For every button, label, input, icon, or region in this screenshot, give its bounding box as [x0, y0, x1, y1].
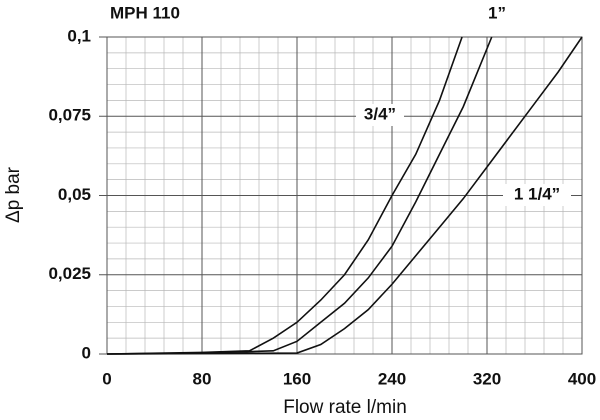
x-tick-label: 320 [473, 369, 501, 388]
label-background [503, 184, 571, 206]
y-tick-label: 0,1 [67, 26, 91, 45]
y-tick-label: 0,025 [48, 264, 91, 283]
x-tick-label: 80 [193, 369, 212, 388]
x-tick-label: 0 [102, 369, 111, 388]
y-tick-label: 0,075 [48, 106, 91, 125]
label-background [483, 3, 511, 25]
x-tick-label: 240 [378, 369, 406, 388]
series-label: 3/4” [364, 104, 396, 123]
series-label: 1 1/4” [514, 184, 560, 203]
y-tick-label: 0 [82, 343, 91, 362]
plot-frame [106, 36, 583, 355]
x-tick-label: 400 [568, 369, 596, 388]
data-line [106, 36, 583, 355]
label-background [356, 104, 404, 126]
series-label: 1” [488, 3, 506, 22]
x-tick-label: 160 [283, 369, 311, 388]
x-axis-label: Flow rate l/min [283, 397, 407, 418]
y-axis-label: Δp bar [3, 166, 24, 223]
y-tick-label: 0,05 [58, 185, 91, 204]
data-line [106, 36, 493, 355]
chart-title: MPH 110 [110, 3, 180, 22]
